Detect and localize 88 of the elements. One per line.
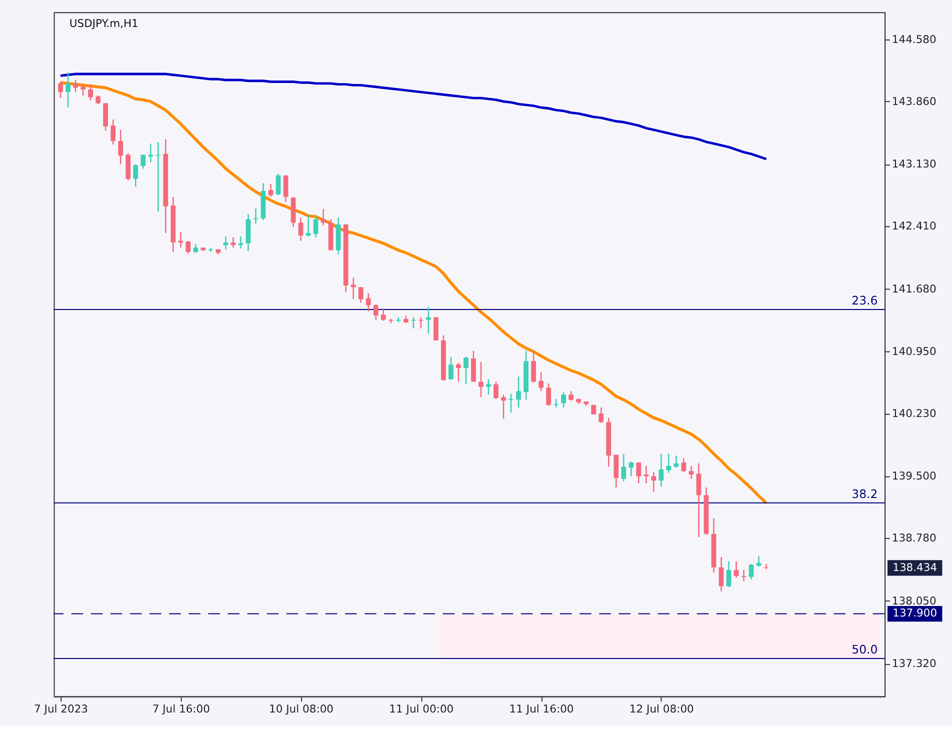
candlestick [186, 240, 191, 254]
candlestick [644, 465, 649, 484]
candlestick [253, 207, 258, 224]
candlestick [478, 361, 484, 398]
candlestick [471, 350, 476, 382]
candlestick [658, 453, 664, 488]
annotation: 38.2 [852, 487, 878, 502]
candlestick [741, 569, 746, 582]
candlestick [110, 118, 116, 146]
candlestick [734, 560, 739, 578]
x-tick-label: 10 Jul 08:00 [269, 702, 334, 716]
candlestick [80, 82, 86, 96]
candlestick [140, 154, 146, 170]
y-tick-label: 138.050 [892, 594, 937, 608]
candlestick [230, 236, 236, 248]
y-tick-label: 144.580 [892, 33, 937, 46]
candlestick [358, 286, 364, 304]
candlestick [320, 208, 326, 226]
candlestick [628, 461, 634, 477]
candlestick [73, 79, 78, 93]
candlestick [718, 556, 724, 592]
candlestick [614, 454, 619, 488]
candlestick [501, 394, 506, 420]
line-series [59, 72, 768, 160]
candlestick [276, 173, 281, 196]
x-tick-label: 7 Jul 16:00 [152, 702, 210, 716]
annotation: 50.0 [852, 642, 878, 657]
candlestick [373, 304, 378, 320]
y-tick-label: 140.950 [892, 345, 937, 358]
candlestick [696, 462, 702, 538]
candlestick [681, 458, 686, 473]
y-tick-label: 140.230 [892, 406, 937, 420]
candlestick [636, 462, 642, 484]
candlestick [568, 390, 574, 402]
y-tick-label: 143.130 [892, 158, 937, 171]
candlestick [366, 292, 371, 312]
candlestick [118, 129, 124, 165]
candlestick [88, 84, 93, 102]
candlestick [674, 454, 679, 468]
x-tick-label: 12 Jul 08:00 [629, 702, 694, 716]
chart-title: USDJPY.m,H1 [69, 16, 138, 30]
y-tick-label: 141.680 [892, 282, 937, 296]
candlestick [380, 308, 386, 322]
y-tick-label: 142.410 [892, 220, 937, 233]
candlestick [538, 372, 544, 392]
candlestick [283, 174, 288, 203]
candlestick [748, 563, 754, 580]
candlestick [58, 81, 63, 99]
candlestick [756, 556, 762, 568]
ref-line-label: 137.900 [892, 606, 938, 620]
candlestick [494, 381, 498, 400]
candlestick [651, 471, 656, 492]
candlestick [464, 356, 468, 385]
x-tick-label: 11 Jul 00:00 [389, 702, 454, 716]
candlestick [486, 378, 491, 396]
candlestick [726, 560, 732, 588]
candlestick [516, 376, 521, 408]
text: 138.434 [892, 560, 938, 574]
candlestick [306, 214, 311, 238]
candlestick [456, 362, 461, 382]
y-tick-label: 137.320 [892, 657, 937, 670]
candlestick [448, 356, 454, 381]
candlestick [350, 277, 356, 300]
candlestick [223, 236, 228, 250]
candlestick [621, 453, 626, 482]
candlestick [298, 216, 304, 242]
candlestick [764, 563, 769, 570]
candlestick [508, 393, 514, 414]
candlestick [666, 453, 672, 474]
annotation: 23.6 [852, 294, 878, 308]
candlestick [598, 406, 604, 424]
candlestick [546, 382, 551, 406]
candlestick [178, 232, 184, 248]
x-tick-label: 7 Jul 2023 [34, 702, 88, 716]
x-tick-label: 11 Jul 16:00 [509, 702, 574, 716]
y-tick-label: 138.780 [892, 532, 937, 545]
candlestick [426, 306, 431, 334]
y-tick-label: 143.860 [892, 94, 937, 108]
candlestick [133, 164, 138, 188]
candlestick [531, 349, 536, 384]
candlestick [688, 465, 694, 480]
candlestick [313, 214, 318, 238]
y-tick-label: 139.500 [892, 470, 937, 483]
candlestick [66, 72, 70, 108]
candlestick [561, 391, 566, 408]
candlestick [433, 316, 438, 342]
line-series [59, 81, 768, 504]
candlestick [103, 102, 108, 132]
